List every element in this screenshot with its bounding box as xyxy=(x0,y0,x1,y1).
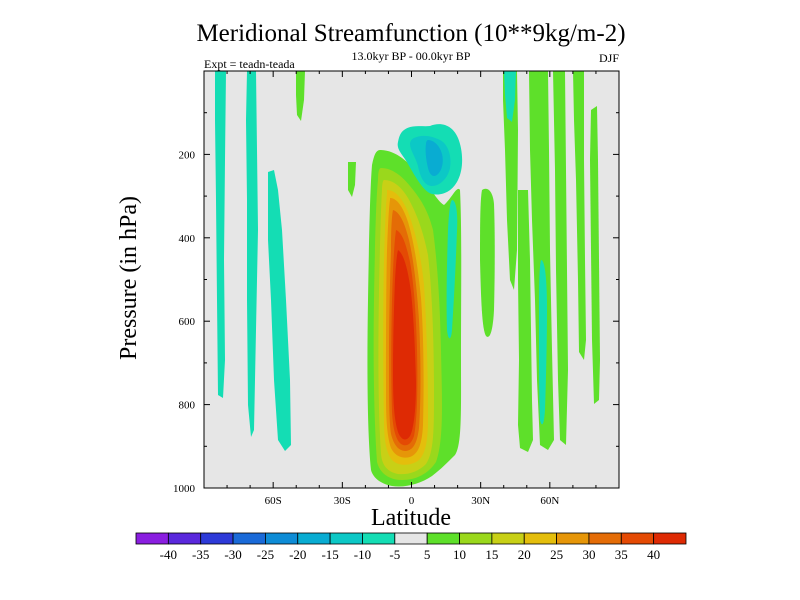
colorbar-label: -25 xyxy=(257,547,274,562)
colorbar-swatch xyxy=(491,532,525,545)
colorbar-label: -35 xyxy=(192,547,209,562)
colorbar-label: -30 xyxy=(224,547,241,562)
colorbar-label: 25 xyxy=(550,547,563,562)
contour-north-neg-1 xyxy=(504,71,516,122)
x-tick-label: 60N xyxy=(540,495,559,507)
contour-north-green-6 xyxy=(573,71,586,360)
contour-upper-green-1 xyxy=(296,71,305,121)
colorbar-label: 15 xyxy=(485,547,498,562)
colorbar-swatch xyxy=(265,532,299,545)
colorbar-swatch xyxy=(588,532,622,545)
colorbar-label: 35 xyxy=(615,547,628,562)
y-tick-label: 1000 xyxy=(173,483,196,495)
colorbar-label: 20 xyxy=(518,547,531,562)
colorbar-swatch xyxy=(426,532,460,545)
colorbar-label: 30 xyxy=(582,547,595,562)
colorbar-swatch xyxy=(523,532,557,545)
contour-upper-green-2 xyxy=(348,162,356,197)
colorbar-swatch xyxy=(653,532,687,545)
y-tick-label: 800 xyxy=(179,400,196,412)
colorbar-label: 5 xyxy=(424,547,431,562)
contour-main-40 xyxy=(393,250,416,440)
colorbar-swatch xyxy=(556,532,590,545)
season-label: DJF xyxy=(599,51,619,65)
colorbar-label: -5 xyxy=(389,547,400,562)
colorbar-label: 40 xyxy=(647,547,660,562)
colorbar-swatch xyxy=(394,532,428,545)
colorbar-label: 10 xyxy=(453,547,466,562)
colorbar-swatch xyxy=(167,532,202,545)
y-axis-ticks: 200 400 600 800 1000 xyxy=(173,112,619,495)
contour-north-green-3 xyxy=(518,190,533,452)
chart-subtitle: 13.0kyr BP - 00.0kyr BP xyxy=(352,49,471,63)
x-tick-label: 30S xyxy=(334,495,351,507)
colorbar-swatch xyxy=(329,532,363,545)
plot-frame xyxy=(203,70,620,489)
chart-title: Meridional Streamfunction (10**9kg/m-2) xyxy=(196,20,625,47)
contour-north-neg-2 xyxy=(539,260,547,425)
colorbar-label: -20 xyxy=(289,547,306,562)
colorbar: -40 -35 -30 -25 -20 -15 -10 -5 5 10 15 20 25 30 35 40 xyxy=(135,532,687,562)
contour-south-band-1 xyxy=(215,71,226,398)
colorbar-swatch xyxy=(200,532,234,545)
y-tick-label: 600 xyxy=(179,316,196,328)
colorbar-swatch xyxy=(297,532,331,545)
colorbar-swatch xyxy=(232,532,266,545)
x-tick-label: 60S xyxy=(265,495,282,507)
y-tick-label: 400 xyxy=(179,233,196,245)
colorbar-label: -15 xyxy=(321,547,338,562)
contour-north-green-2 xyxy=(503,71,518,290)
contour-north-green-5 xyxy=(553,71,568,445)
y-axis-label: Pressure (in hPa) xyxy=(116,196,142,360)
plot-area: 60S 30S 0 30N 60N 200 400 600 800 1000 xyxy=(173,70,620,507)
x-tick-label: 30N xyxy=(471,495,490,507)
y-tick-label: 200 xyxy=(179,149,196,161)
colorbar-swatch xyxy=(135,532,169,545)
contour-south-band-2 xyxy=(246,71,258,437)
colorbar-label: -40 xyxy=(160,547,177,562)
contour-upper-neg-15 xyxy=(425,140,443,176)
contour-south-band-3 xyxy=(268,170,291,451)
contour-north-green-7 xyxy=(590,106,600,404)
colorbar-swatch xyxy=(362,532,396,545)
colorbar-label: -10 xyxy=(354,547,371,562)
contour-north-green-1 xyxy=(480,188,495,337)
experiment-label: Expt = teadn-teada xyxy=(204,57,295,71)
x-axis-ticks: 60S 30S 0 30N 60N xyxy=(226,71,597,507)
colorbar-swatch xyxy=(459,532,493,545)
x-axis-label: Latitude xyxy=(371,505,451,531)
colorbar-swatch xyxy=(620,532,655,545)
contour-north-neg-3 xyxy=(446,200,458,339)
x-tick-label: 0 xyxy=(409,495,415,507)
